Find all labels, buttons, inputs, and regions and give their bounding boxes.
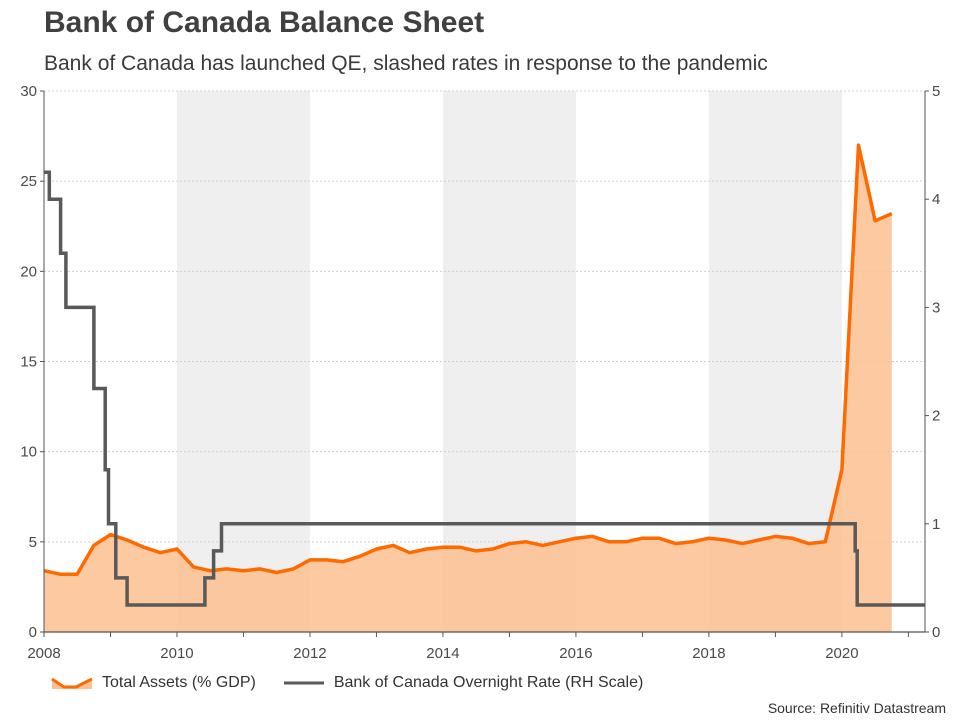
legend-swatch-total-assets: [51, 677, 93, 689]
left-tick-label-6: 30: [20, 83, 37, 100]
source-note: Source: Refinitiv Datastream: [767, 700, 946, 716]
legend-item-overnight-rate: Bank of Canada Overnight Rate (RH Scale): [282, 674, 643, 692]
legend-label-overnight-rate: Bank of Canada Overnight Rate (RH Scale): [333, 674, 644, 691]
x-tick-label-1: 2010: [160, 645, 193, 662]
chart-legend: Total Assets (% GDP) Bank of Canada Over…: [50, 672, 669, 694]
right-tick-label-1: 1: [932, 516, 940, 533]
x-tick-label-5: 2018: [692, 645, 725, 662]
left-tick-label-1: 5: [29, 534, 37, 551]
x-tick-label-3: 2014: [426, 645, 459, 662]
x-tick-label-0: 2008: [27, 645, 60, 662]
shaded-period-0: [176, 91, 310, 632]
x-tick-label-2: 2012: [293, 645, 326, 662]
right-tick-label-0: 0: [932, 624, 940, 641]
right-tick-label-2: 2: [932, 408, 940, 425]
total-assets-line: [43, 143, 893, 577]
left-tick-label-4: 20: [20, 263, 37, 280]
x-tick-label-6: 2020: [825, 645, 858, 662]
right-tick-label-4: 4: [932, 191, 940, 208]
legend-label-total-assets: Total Assets (% GDP): [102, 674, 256, 691]
chart-title: Bank of Canada Balance Sheet: [44, 6, 485, 39]
chart-subtitle: Bank of Canada has launched QE, slashed …: [44, 52, 768, 75]
left-tick-label-0: 0: [29, 624, 37, 641]
left-tick-label-5: 25: [20, 173, 37, 190]
left-tick-label-3: 15: [20, 354, 37, 371]
legend-item-total-assets: Total Assets (% GDP): [50, 674, 256, 692]
overnight-rate-line: [44, 170, 925, 607]
right-tick-label-3: 3: [932, 299, 940, 316]
left-tick-label-2: 10: [20, 444, 37, 461]
right-tick-label-5: 5: [932, 83, 940, 100]
x-tick-label-4: 2016: [559, 645, 592, 662]
legend-swatch-overnight-rate: [283, 681, 324, 685]
